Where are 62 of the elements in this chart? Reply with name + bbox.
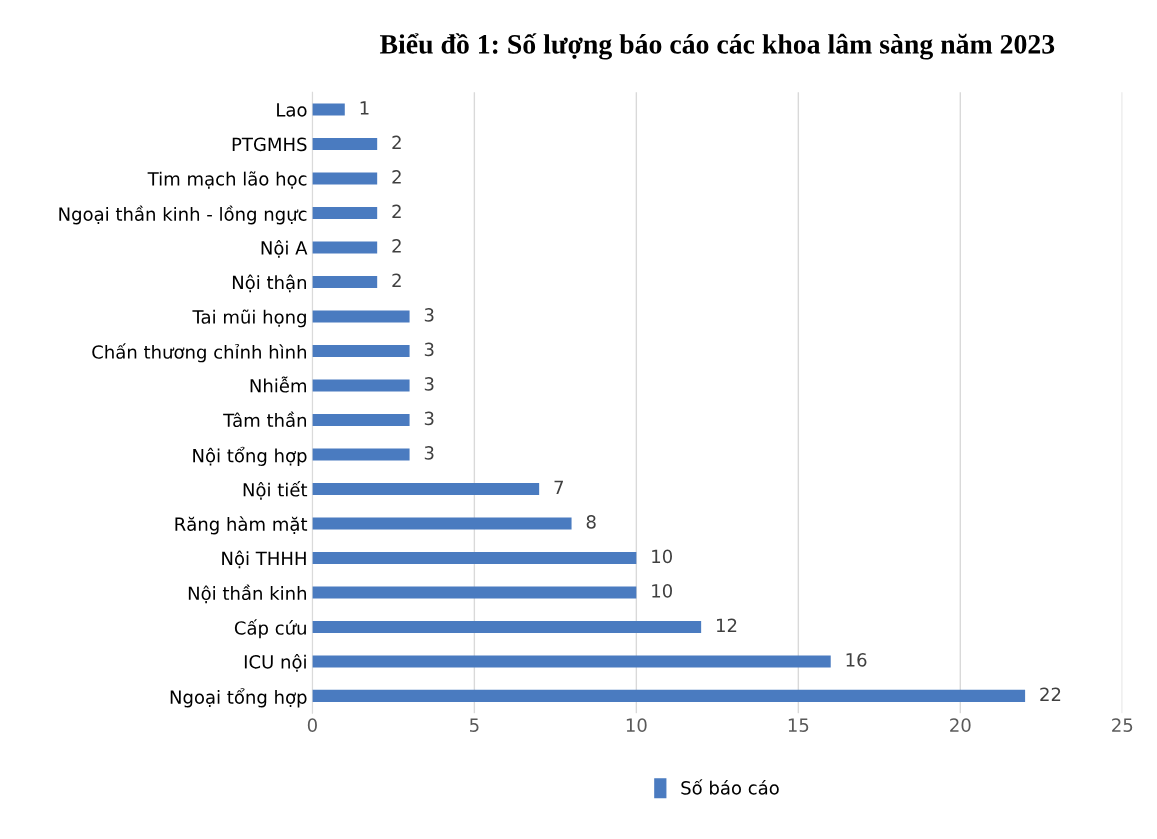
bar xyxy=(312,241,378,254)
x-tick-label: 5 xyxy=(470,718,479,732)
bar xyxy=(312,172,378,185)
bar xyxy=(312,310,410,323)
x-tick-label: 15 xyxy=(788,718,809,732)
y-tick-label: Nội THHH xyxy=(222,550,306,569)
x-tick-label: 20 xyxy=(950,718,971,732)
legend-label: Số báo cáo xyxy=(681,779,779,795)
bar xyxy=(312,103,345,116)
y-tick-label: Nội A xyxy=(261,240,308,258)
data-label: 3 xyxy=(424,377,434,391)
y-tick-label: Ngoại tổng hợp xyxy=(170,688,307,708)
y-tick-label: Tâm thần xyxy=(223,411,306,428)
data-label: 2 xyxy=(392,273,401,287)
bar xyxy=(312,344,410,358)
bar xyxy=(312,551,637,564)
y-tick-label: Chấn thương chỉnh hình xyxy=(92,343,306,363)
bar xyxy=(312,655,831,668)
y-tick-label: Nhiễm xyxy=(250,376,306,393)
x-tick-label: 25 xyxy=(1112,718,1133,732)
data-label: 7 xyxy=(554,480,563,494)
bar xyxy=(312,689,1026,702)
data-label: 3 xyxy=(424,308,434,322)
data-label: 22 xyxy=(1040,687,1061,701)
y-tick-label: ICU nội xyxy=(244,653,306,672)
bar xyxy=(312,379,410,392)
data-label: 16 xyxy=(846,652,867,667)
data-label: 2 xyxy=(392,204,401,218)
y-tick-label: Nội thần kinh xyxy=(188,584,306,604)
data-label: 3 xyxy=(424,411,434,426)
y-tick-label: Lao xyxy=(277,103,307,117)
bar xyxy=(312,620,702,633)
bar xyxy=(312,413,410,426)
y-tick-label: Tai mũi họng xyxy=(192,309,306,328)
y-tick-label: Tim mạch lão học xyxy=(147,171,307,189)
y-tick-label: Nội thận xyxy=(232,274,306,293)
y-tick-label: Ngoại thần kinh - lồng ngực xyxy=(59,205,307,225)
bar xyxy=(312,206,378,220)
bar xyxy=(312,448,410,461)
bar xyxy=(312,586,637,599)
data-label: 10 xyxy=(652,584,673,598)
data-label: 8 xyxy=(586,515,596,529)
data-label: 2 xyxy=(392,239,401,253)
bar xyxy=(312,275,378,289)
x-tick-label: 10 xyxy=(626,718,647,732)
y-tick-label: PTGMHS xyxy=(232,137,307,152)
y-tick-label: Răng hàm mặt xyxy=(175,516,308,535)
bar xyxy=(312,517,572,530)
data-label: 12 xyxy=(717,618,737,632)
bar xyxy=(312,137,378,151)
bar xyxy=(312,482,540,495)
data-label: 3 xyxy=(424,342,434,357)
y-tick-label: Nội tổng hợp xyxy=(193,446,307,466)
data-label: 10 xyxy=(652,549,673,564)
y-tick-label: Cấp cứu xyxy=(234,619,306,639)
y-tick-label: Nội tiết xyxy=(243,481,308,500)
data-label: 2 xyxy=(392,170,401,184)
x-tick-label: 0 xyxy=(307,718,317,732)
data-label: 1 xyxy=(360,101,369,115)
data-label: 3 xyxy=(424,446,434,460)
chart-title: Biểu đồ 1: Số lượng báo cáo các khoa lâm sàng năm 2023 xyxy=(379,33,1055,60)
data-label: 2 xyxy=(392,135,401,150)
